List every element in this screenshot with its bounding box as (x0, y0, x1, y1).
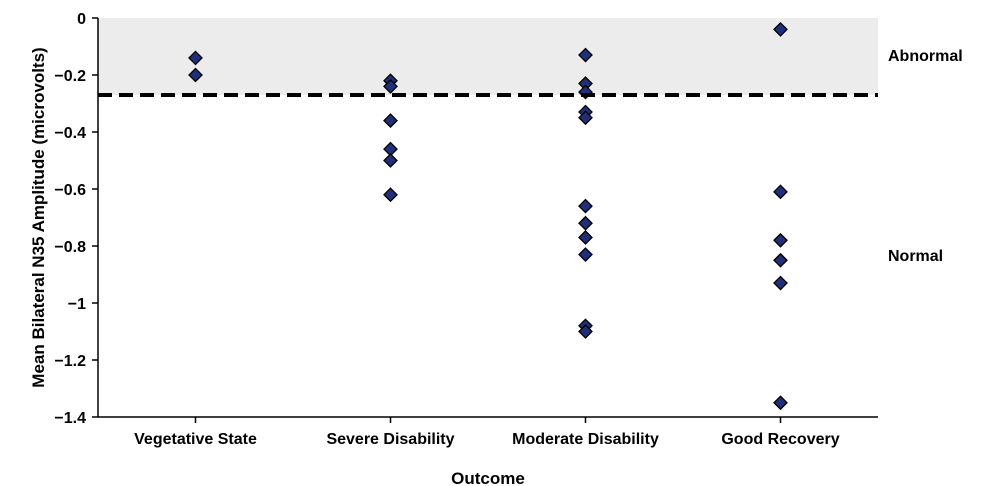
x-axis-title: Outcome (451, 469, 525, 486)
x-tick-label: Good Recovery (721, 431, 839, 448)
x-axis-ticks: Vegetative State Severe Disability Moderat… (134, 417, 840, 448)
data-point (773, 395, 788, 411)
data-point (383, 78, 398, 94)
y-tick-label: −1 (68, 296, 86, 313)
data-point (188, 50, 203, 66)
y-tick-label: −0.2 (54, 68, 86, 85)
y-tick-label: −1.4 (54, 410, 86, 427)
x-tick-label: Severe Disability (326, 431, 454, 448)
y-tick-label: −0.6 (54, 182, 86, 199)
y-tick-label: 0 (77, 11, 86, 28)
y-tick-label: −1.2 (54, 353, 86, 370)
data-point (578, 215, 593, 231)
region-label-normal: Normal (888, 248, 943, 265)
y-tick-label: −0.4 (54, 125, 86, 142)
data-points (188, 21, 788, 411)
data-point (578, 324, 593, 339)
data-point (578, 230, 593, 245)
data-point (383, 187, 398, 203)
data-point (773, 232, 788, 248)
data-point (773, 184, 788, 200)
data-point (188, 67, 203, 83)
data-point (773, 21, 788, 37)
data-point (578, 247, 593, 262)
x-tick-label: Moderate Disability (512, 431, 659, 448)
data-point (383, 153, 398, 168)
x-tick-label: Vegetative State (134, 431, 257, 448)
data-point (773, 252, 788, 268)
y-tick-label: −0.8 (54, 239, 86, 256)
data-point (383, 113, 398, 129)
data-point (773, 275, 788, 291)
data-point (578, 110, 593, 126)
y-axis-title: Mean Bilateral N35 Amplitude (microvolts… (29, 47, 48, 387)
abnormal-region (98, 18, 878, 95)
data-point (578, 47, 593, 63)
data-point (578, 198, 593, 214)
y-axis-ticks: 0 −0.2 −0.4 −0.6 −0.8 −1 −1.2 −1.4 (54, 11, 98, 427)
region-label-abnormal: Abnormal (888, 48, 963, 65)
